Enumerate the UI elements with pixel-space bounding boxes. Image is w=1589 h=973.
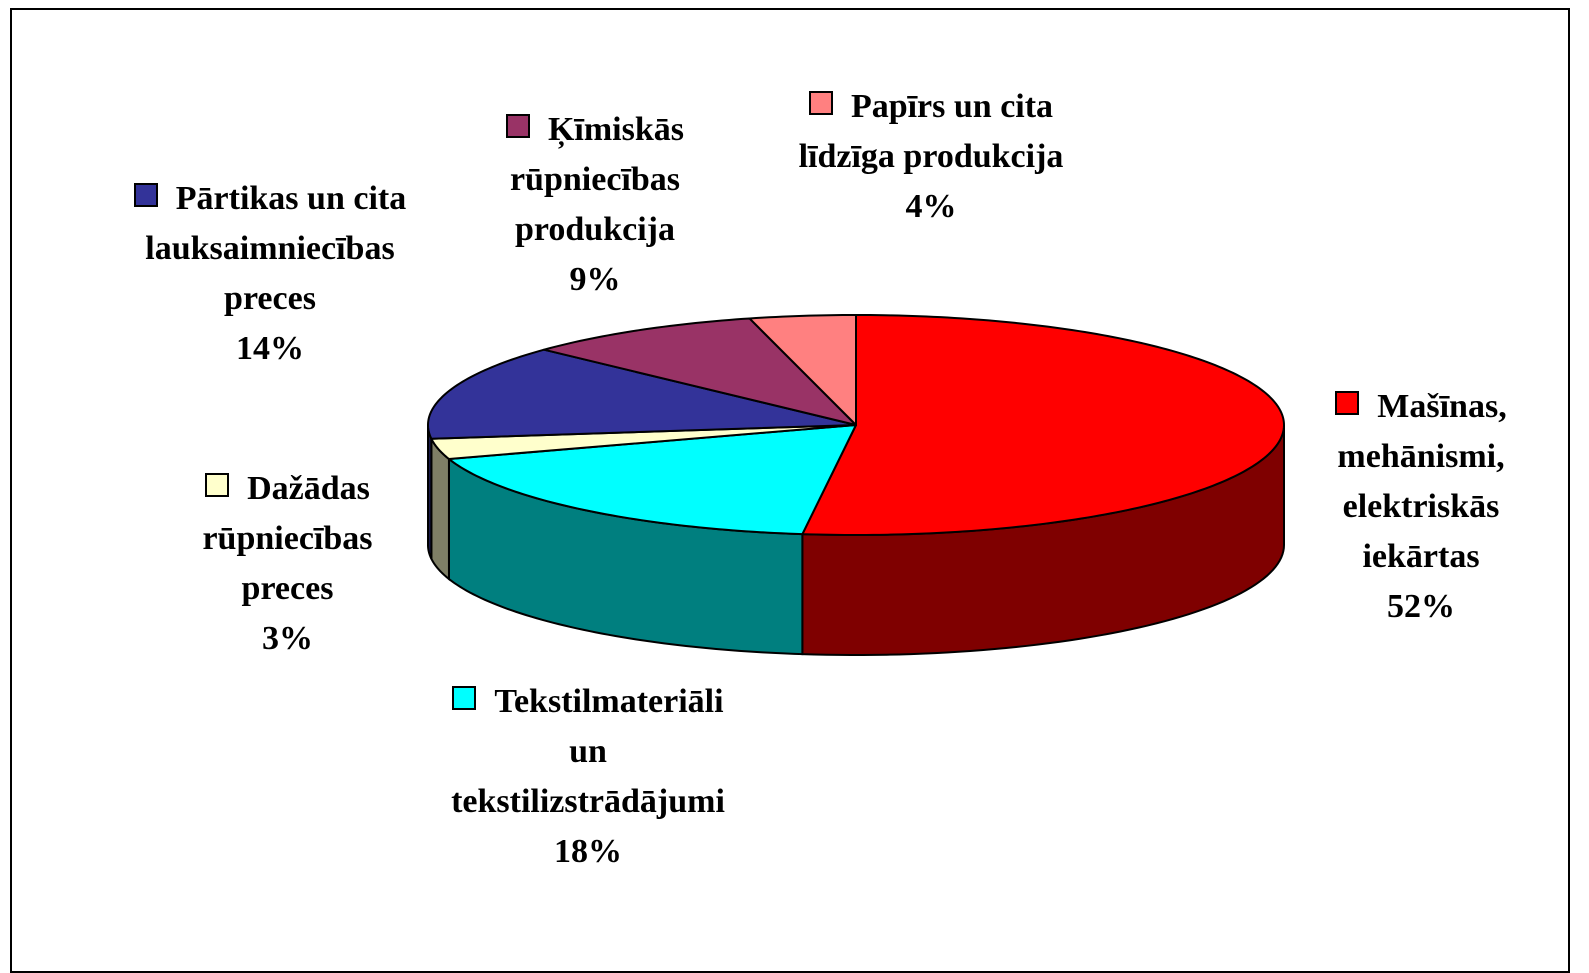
data-label: Papīrs un cita līdzīga produkcija 4% — [786, 82, 1076, 232]
slice — [430, 424, 857, 460]
data-label: Ķīmiskās rūpniecības produkcija 9% — [475, 105, 715, 305]
value-label: 18% — [554, 833, 622, 870]
slice-side — [427, 424, 433, 560]
category-label: Pārtikas un cita lauksaimniecības preces — [145, 180, 407, 317]
legend-swatch — [205, 473, 230, 497]
category-label: Ķīmiskās rūpniecības produkcija — [509, 111, 685, 248]
data-label: Dažādas rūpniecības preces 3% — [165, 464, 410, 664]
data-label: Mašīnas, mehānismi, elektriskās iekārtas… — [1296, 382, 1546, 632]
value-label: 4% — [905, 188, 957, 225]
legend-swatch — [808, 91, 833, 115]
category-label: Mašīnas, mehānismi, elektriskās iekārtas — [1337, 388, 1507, 575]
data-label: Pārtikas un cita lauksaimniecības preces… — [115, 174, 425, 374]
value-label: 3% — [262, 620, 313, 657]
value-label: 9% — [569, 261, 621, 298]
slice — [543, 317, 857, 426]
data-label: Tekstilmateriāli un tekstilizstrādājumi 1… — [438, 677, 738, 877]
slice — [801, 314, 1285, 536]
value-label: 14% — [236, 330, 304, 367]
category-label: Dažādas rūpniecības preces — [202, 470, 373, 607]
value-label: 52% — [1387, 588, 1455, 625]
slice-side — [430, 438, 450, 582]
category-label: Papīrs un cita līdzīga produkcija — [798, 88, 1064, 175]
legend-swatch — [505, 114, 530, 138]
legend-swatch — [1335, 391, 1360, 415]
slice — [748, 314, 857, 426]
legend-swatch — [133, 183, 158, 207]
category-label: Tekstilmateriāli un tekstilizstrādājumi — [451, 683, 725, 820]
slice — [447, 424, 857, 536]
legend-swatch — [452, 686, 477, 710]
chart-frame — [10, 8, 1570, 973]
slice — [427, 348, 857, 440]
